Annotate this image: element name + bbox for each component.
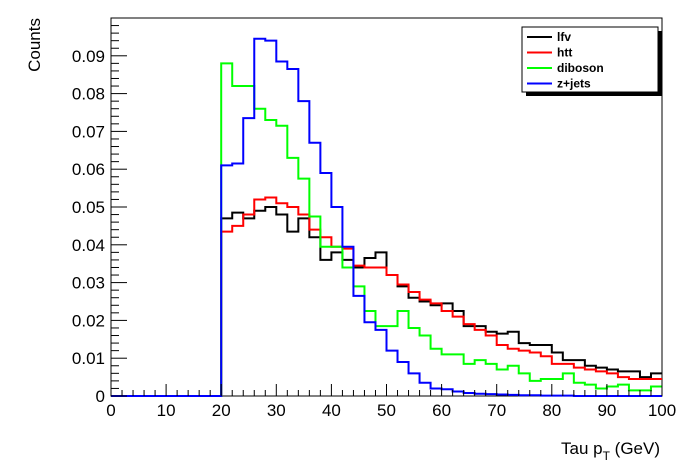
x-tick-label: 10 — [157, 401, 176, 420]
x-axis-title-subscript: T — [603, 449, 611, 463]
histogram-layer — [111, 37, 662, 397]
y-tick-label: 0.08 — [72, 85, 105, 104]
axis-layer: 0 10 20 30 40 50 60 70 80 90 100 0 0.01 0.02 0.03 0.04 0… — [72, 25, 676, 420]
x-tick-label: 30 — [267, 401, 286, 420]
x-tick-label: 40 — [322, 401, 341, 420]
y-tick-label: 0.07 — [72, 122, 105, 141]
legend-label: diboson — [557, 61, 604, 75]
y-tick-label: 0.09 — [72, 47, 105, 66]
series-z-jets-line — [111, 37, 662, 397]
y-tick-label: 0.01 — [72, 349, 105, 368]
x-tick-label: 90 — [597, 401, 616, 420]
x-tick-label: 100 — [648, 401, 676, 420]
x-tick-label: 80 — [542, 401, 561, 420]
y-tick-label: 0.03 — [72, 274, 105, 293]
x-axis-title-unit: (GeV) — [610, 439, 660, 458]
y-tick-label: 0.02 — [72, 311, 105, 330]
series-htt-line — [111, 196, 662, 397]
y-tick-label: 0 — [96, 387, 105, 406]
y-axis-title: Counts — [25, 18, 44, 72]
x-tick-label: 70 — [487, 401, 506, 420]
y-tick-label: 0.06 — [72, 160, 105, 179]
y-tick-label: 0.05 — [72, 198, 105, 217]
x-tick-label: 60 — [432, 401, 451, 420]
y-tick-label: 0.04 — [72, 236, 105, 255]
x-axis-title: Tau pT (GeV) — [561, 439, 660, 463]
x-tick-label: 0 — [106, 401, 115, 420]
x-axis-title-main: Tau p — [561, 439, 603, 458]
legend-label: htt — [557, 46, 572, 60]
series-diboson-line — [111, 62, 662, 397]
legend-label: z+jets — [557, 77, 591, 91]
x-tick-label: 50 — [377, 401, 396, 420]
x-tick-label: 20 — [212, 401, 231, 420]
legend-label: lfv — [557, 30, 571, 44]
